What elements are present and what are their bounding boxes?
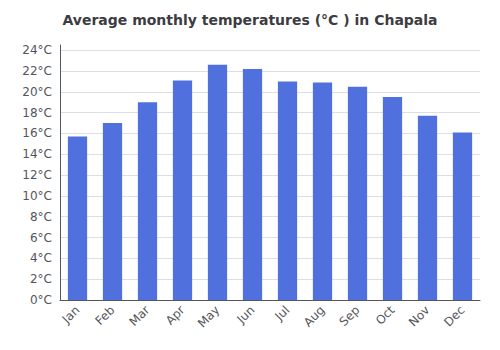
- svg-text:Mar: Mar: [127, 303, 153, 329]
- svg-text:0°C: 0°C: [30, 293, 52, 307]
- svg-text:12°C: 12°C: [22, 168, 52, 182]
- svg-text:May: May: [195, 303, 222, 330]
- svg-text:Jul: Jul: [272, 303, 293, 324]
- svg-text:24°C: 24°C: [22, 43, 52, 57]
- svg-text:Jan: Jan: [59, 303, 83, 327]
- svg-text:Apr: Apr: [163, 303, 188, 328]
- svg-text:18°C: 18°C: [22, 106, 52, 120]
- svg-text:Nov: Nov: [406, 303, 432, 329]
- svg-text:6°C: 6°C: [30, 231, 52, 245]
- svg-text:20°C: 20°C: [22, 85, 52, 99]
- svg-text:4°C: 4°C: [30, 251, 52, 265]
- svg-text:14°C: 14°C: [22, 147, 52, 161]
- svg-text:Oct: Oct: [373, 303, 398, 328]
- svg-text:22°C: 22°C: [22, 64, 52, 78]
- svg-text:8°C: 8°C: [30, 210, 52, 224]
- svg-text:2°C: 2°C: [30, 272, 52, 286]
- svg-text:10°C: 10°C: [22, 189, 52, 203]
- svg-text:16°C: 16°C: [22, 126, 52, 140]
- svg-text:Dec: Dec: [441, 303, 467, 329]
- svg-text:Feb: Feb: [93, 303, 118, 328]
- svg-text:Aug: Aug: [301, 303, 327, 329]
- svg-text:Sep: Sep: [337, 303, 363, 329]
- svg-text:Jun: Jun: [234, 303, 258, 327]
- svg-text:Average monthly temperatures (: Average monthly temperatures (°C ) in Ch…: [62, 12, 437, 28]
